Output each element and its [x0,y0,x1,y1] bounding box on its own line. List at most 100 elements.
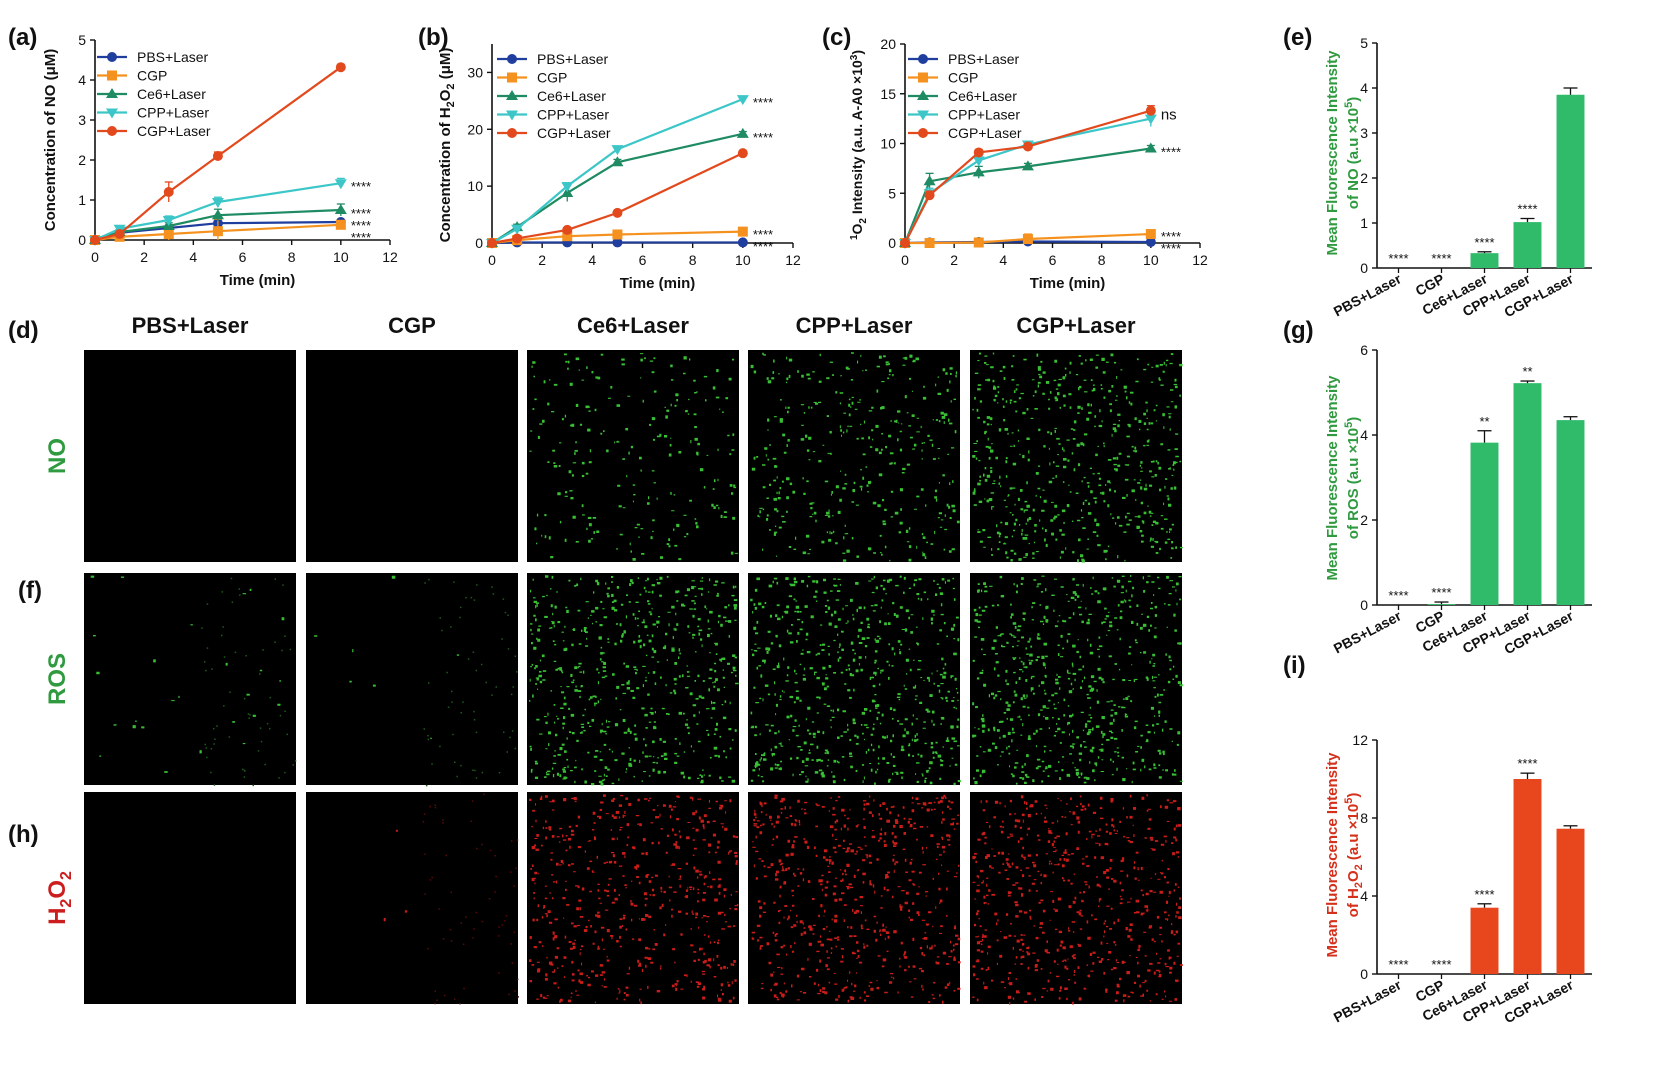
x-tick-label: 8 [288,249,296,265]
legend-label: CGP [137,68,167,84]
data-point [487,238,497,248]
micrograph-background [84,792,296,1004]
y-axis-label-line1: Mean Fluorescence Intensity [1324,375,1341,581]
significance-label: **** [1161,241,1181,256]
y-tick-label: 2 [78,152,86,168]
significance-label: ** [1479,414,1489,429]
data-point [900,238,910,248]
micrograph-h2o2-pbs-laser [84,792,296,1004]
significance-label: **** [1388,957,1408,972]
legend-marker [917,110,929,121]
micrograph-ros-ce6-laser [527,573,739,786]
micrograph-no-pbs-laser [84,350,296,562]
data-point [162,216,175,226]
bar-cpp-laser [1513,222,1542,268]
significance-label: ns [1161,107,1177,124]
legend-label: Ce6+Laser [137,86,206,102]
significance-label: **** [753,130,773,145]
data-point [1144,114,1157,125]
micrograph-ros-cgp [306,573,518,787]
legend-item: CPP+Laser [497,107,609,123]
micrograph-background [748,350,960,562]
legend-marker [506,90,518,100]
legend-item: PBS+Laser [497,51,609,67]
data-point [736,127,749,138]
y-tick-label: 4 [1360,427,1368,443]
x-tick-label: 0 [91,249,99,265]
micrograph-no-cpp-laser [748,350,960,562]
micrograph-background [527,350,739,562]
series-line [904,117,1152,244]
x-tick-label: 10 [1143,252,1159,268]
panel-letter-a: (a) [8,24,37,51]
y-axis-label-line2: of ROS (a.u ×105) [1343,417,1362,539]
y-axis-label-line2: of H2O2 (a.u ×105) [1343,793,1365,918]
micrograph-background [527,792,739,1004]
data-point [972,156,985,167]
legend-item: CGP [97,68,167,84]
y-tick-label: 2 [1360,512,1368,528]
data-point [737,148,748,159]
significance-label: **** [351,179,371,194]
micrograph-no-cgp-laser [970,350,1183,563]
y-tick-label: 5 [888,185,896,201]
y-tick-label: 3 [78,112,86,128]
legend-label: PBS+Laser [137,49,209,65]
bar-cgp-laser [1556,420,1585,605]
column-header: CGP+Laser [1016,313,1136,338]
column-header: CGP [388,313,436,338]
data-point [562,231,573,242]
micrograph-background [748,573,960,785]
significance-label: ** [1522,364,1532,379]
panel-letter-d: (d) [8,317,39,344]
micrograph-h2o2-cpp-laser [748,792,961,1004]
legend-marker [506,110,518,121]
y-tick-label: 0 [888,235,896,251]
panel-letter-e: (e) [1283,24,1312,51]
significance-label: **** [1431,251,1451,266]
y-tick-label: 1 [1360,215,1368,231]
y-tick-label: 4 [1360,80,1368,96]
data-point [923,175,936,186]
data-point [114,229,125,239]
legend-item: CGP+Laser [97,123,211,139]
legend-marker [106,108,118,119]
significance-label: **** [351,230,371,245]
x-tick-label: 4 [189,249,197,265]
data-point [612,237,623,248]
significance-label: **** [351,206,371,221]
x-tick-label: 0 [901,252,909,268]
micrograph-no-cgp [306,350,518,562]
data-point [335,219,346,230]
x-tick-label: 2 [538,252,546,268]
data-point [561,182,574,193]
data-point [562,224,573,235]
data-point [334,204,347,214]
micrograph-h2o2-ce6-laser [527,792,739,1005]
scale-bar-label: 20 μm [1095,1008,1153,1030]
significance-label: **** [1431,957,1451,972]
y-tick-label: 2 [1360,170,1368,186]
x-axis-label: Time (min) [1030,275,1106,292]
data-point [924,238,935,248]
bar-ce6-laser [1470,253,1499,268]
series-ce6-laser [899,142,1157,247]
legend-item: PBS+Laser [97,49,209,65]
legend-item: CGP [908,70,978,86]
chart-g: 0246****PBS+Laser****CGP**Ce6+Laser**CPP… [1324,342,1592,657]
y-tick-label: 6 [1360,342,1368,358]
significance-label: **** [753,95,773,110]
data-point [212,151,223,161]
legend-label: Ce6+Laser [537,88,606,104]
x-tick-label: 12 [1192,252,1208,268]
y-tick-label: 3 [1360,125,1368,141]
legend-label: CPP+Laser [948,107,1020,123]
data-point [1145,105,1156,116]
legend-item: CGP+Laser [908,125,1022,141]
micrograph-ros-pbs-laser [84,573,297,787]
significance-label: **** [1161,144,1181,159]
chart-i: 04812****PBS+Laser****CGP****Ce6+Laser**… [1324,732,1592,1026]
series-cgp-laser [90,62,346,245]
x-tick-label: PBS+Laser [1331,607,1405,656]
data-point [972,166,985,177]
